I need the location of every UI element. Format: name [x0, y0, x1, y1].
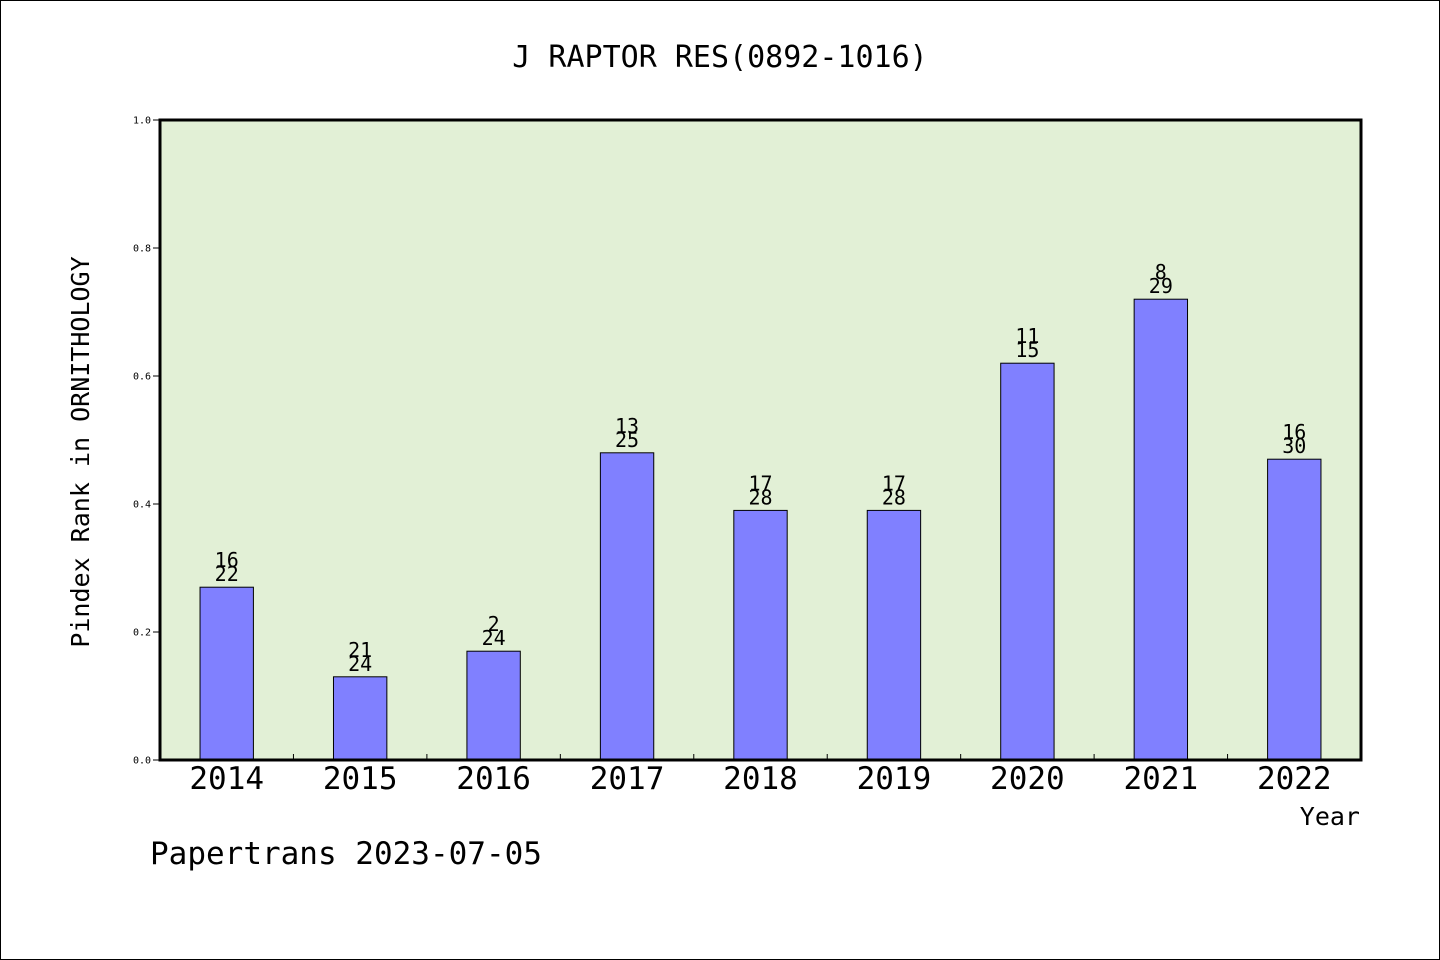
bar-rank-label: 11 [1015, 324, 1039, 348]
bar-rank-label: 17 [748, 471, 772, 495]
x-tick-label: 2014 [189, 761, 264, 797]
x-tick-label: 2018 [723, 761, 798, 797]
plot-frame [158, 118, 1363, 762]
y-axis-label: Pindex Rank in ORNITHOLOGY [66, 256, 95, 647]
footer-source: Papertrans 2023-07-05 [150, 836, 542, 872]
bar-2020 [1000, 362, 1055, 761]
bar-total-label: 28 [748, 485, 772, 509]
x-tick-label: 2016 [456, 761, 531, 797]
bar-2014 [199, 586, 254, 761]
bar-2015 [332, 676, 388, 761]
x-tick-label: 2021 [1124, 761, 1199, 797]
bar-rank-label: 16 [215, 548, 239, 572]
bar-total-label: 15 [1015, 338, 1039, 362]
x-tick-label: 2015 [323, 761, 398, 797]
bar-rank-label: 17 [882, 471, 906, 495]
x-tick-label: 2020 [990, 761, 1065, 797]
bar-total-label: 24 [348, 652, 372, 676]
bar-2017 [599, 452, 655, 761]
y-tick-label: 1.0 [133, 116, 151, 127]
bar-2018 [733, 509, 788, 761]
bar-total-label: 29 [1149, 274, 1173, 298]
bar-total-label: 22 [215, 562, 239, 586]
x-axis-label: Year [1300, 802, 1360, 831]
x-tick-label: 2017 [590, 761, 665, 797]
bar-total-label: 28 [882, 485, 906, 509]
y-tick-label: 0.6 [133, 372, 151, 383]
bar-total-label: 30 [1282, 434, 1306, 458]
y-tick-label: 0.8 [133, 244, 151, 255]
bar-2019 [866, 509, 922, 761]
x-tick-label: 2022 [1257, 761, 1332, 797]
bar-total-label: 25 [615, 428, 639, 452]
bar-rank-label: 21 [348, 638, 372, 662]
bar-2016 [466, 650, 521, 761]
bar-rank-label: 13 [615, 414, 639, 438]
y-tick-label: 0.0 [133, 756, 151, 767]
bar-2021 [1133, 298, 1189, 761]
y-axis: 0.0 0.2 0.4 0.6 0.8 1.0 [133, 116, 160, 767]
y-tick-label: 0.4 [133, 500, 151, 511]
bar-rank-label: 2 [488, 612, 500, 636]
bar-rank-label: 16 [1282, 420, 1306, 444]
y-tick-label: 0.2 [133, 628, 151, 639]
x-tick-label: 2019 [857, 761, 932, 797]
x-axis: 2014 2015 2016 2017 2018 2019 2020 2021 2022 [189, 754, 1332, 797]
bar-2022 [1267, 458, 1322, 761]
bar-total-label: 24 [482, 626, 506, 650]
bar-rank-label: 8 [1155, 260, 1167, 284]
chart-title: J RAPTOR RES(0892-1016) [512, 40, 927, 75]
